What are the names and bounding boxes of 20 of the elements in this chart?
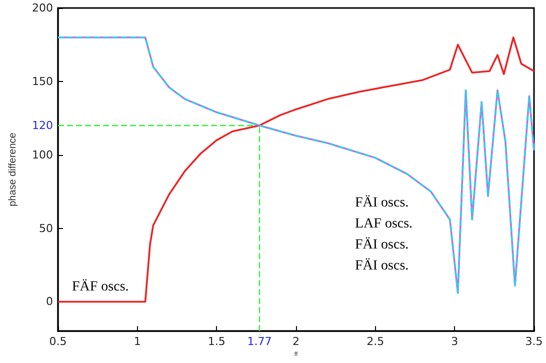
y-tick-label: 0 (46, 295, 53, 308)
annotation: FÄI oscs. (355, 258, 409, 274)
y-tick-label: 200 (32, 2, 53, 14)
x-tick-label: 3.5 (525, 335, 543, 348)
annotation: FÄI oscs. (355, 236, 409, 252)
annotation: FÄI oscs. (355, 194, 409, 210)
x-tick-label: 2 (292, 335, 300, 348)
x-tick-label: 3 (451, 335, 458, 348)
x-tick-label: 2.5 (366, 335, 384, 348)
y-tick-label: 150 (32, 74, 53, 88)
x-tick-label: 1.5 (208, 335, 226, 348)
x-tick-label: 0.5 (49, 335, 67, 348)
ref-line-label: 120 (32, 118, 53, 132)
x-tick-label: 1 (134, 335, 141, 348)
y-tick-label: 100 (32, 148, 53, 162)
y-axis-title: phase difference (8, 132, 18, 206)
annotation: FÄF oscs. (72, 278, 129, 294)
ref-line-label: 1.77 (247, 335, 272, 348)
annotation: LAF oscs. (355, 216, 413, 232)
y-tick-label: 50 (39, 222, 53, 235)
